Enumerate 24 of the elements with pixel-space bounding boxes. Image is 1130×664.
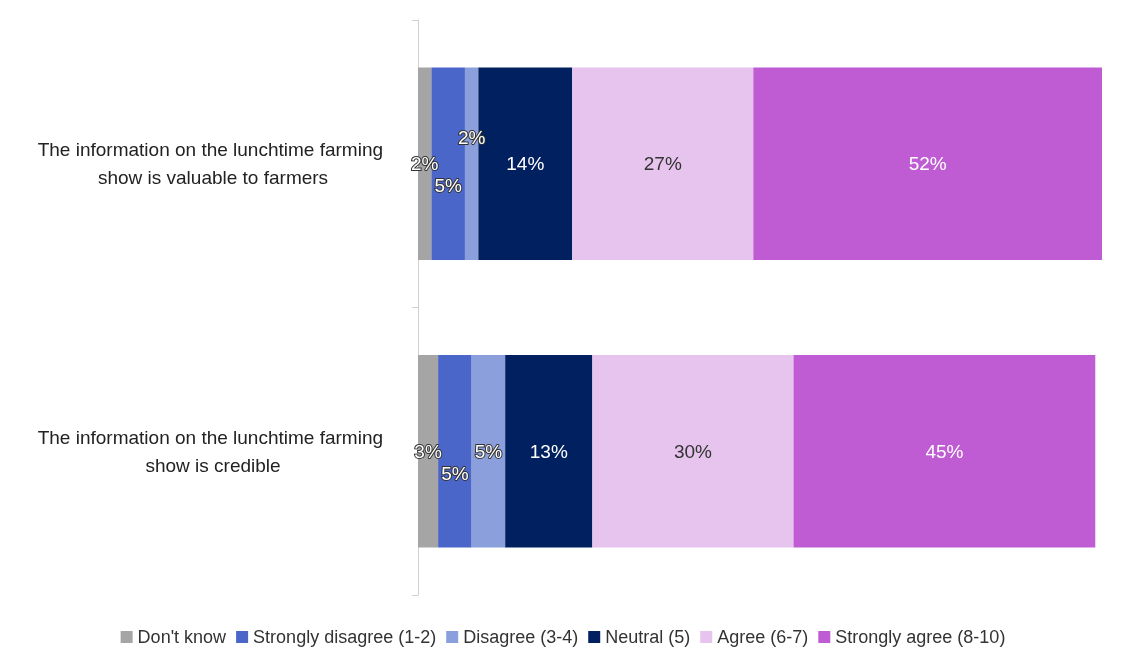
data-label: 27% [643, 153, 682, 175]
legend-label: Disagree (3-4) [463, 627, 579, 647]
y-tick-label: The information on the lunchtime farming show is valuable to farmers [37, 139, 389, 189]
bar [471, 354, 506, 548]
bar [572, 67, 754, 261]
legend-label: Agree (6-7) [717, 627, 809, 647]
legend-label: Neutral (5) [605, 627, 691, 647]
data-label: 14% [506, 153, 545, 175]
data-label: 5% [441, 462, 469, 484]
legend-label: Strongly agree (8-10) [835, 627, 1006, 647]
bar [753, 67, 1102, 261]
data-label: 52% [908, 153, 947, 175]
data-label: 2% [410, 153, 439, 175]
data-label: 13% [529, 440, 568, 462]
data-label: 30% [673, 440, 713, 462]
bar [505, 354, 593, 548]
data-label: 5% [474, 440, 503, 462]
data-label: 45% [925, 440, 964, 462]
bar [793, 354, 1096, 548]
data-label: 5% [434, 175, 463, 197]
bar [592, 354, 794, 548]
y-tick-label: The information on the lunchtime farming show is credible [37, 426, 389, 476]
legend-label: Strongly disagree (1-2) [253, 627, 437, 647]
legend-label: Don't know [137, 627, 228, 647]
